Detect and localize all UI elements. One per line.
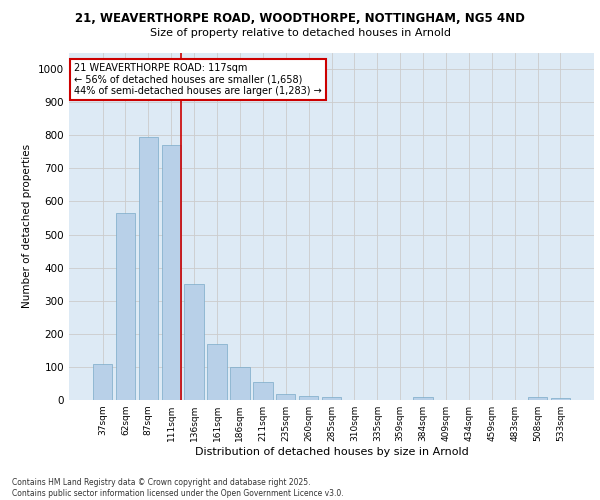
Bar — [116, 213, 135, 400]
Bar — [184, 284, 204, 400]
Bar — [139, 137, 158, 400]
Text: Contains HM Land Registry data © Crown copyright and database right 2025.
Contai: Contains HM Land Registry data © Crown c… — [12, 478, 344, 498]
Bar — [322, 396, 341, 400]
Text: Size of property relative to detached houses in Arnold: Size of property relative to detached ho… — [149, 28, 451, 38]
Bar — [230, 367, 250, 400]
Bar — [161, 145, 181, 400]
Bar — [93, 364, 112, 400]
Bar — [208, 344, 227, 400]
Bar — [253, 382, 272, 400]
Bar — [413, 398, 433, 400]
Text: 21 WEAVERTHORPE ROAD: 117sqm
← 56% of detached houses are smaller (1,658)
44% of: 21 WEAVERTHORPE ROAD: 117sqm ← 56% of de… — [74, 63, 322, 96]
Bar — [276, 394, 295, 400]
Bar — [299, 396, 319, 400]
Y-axis label: Number of detached properties: Number of detached properties — [22, 144, 32, 308]
Text: 21, WEAVERTHORPE ROAD, WOODTHORPE, NOTTINGHAM, NG5 4ND: 21, WEAVERTHORPE ROAD, WOODTHORPE, NOTTI… — [75, 12, 525, 26]
X-axis label: Distribution of detached houses by size in Arnold: Distribution of detached houses by size … — [194, 447, 469, 457]
Bar — [528, 398, 547, 400]
Bar — [551, 398, 570, 400]
